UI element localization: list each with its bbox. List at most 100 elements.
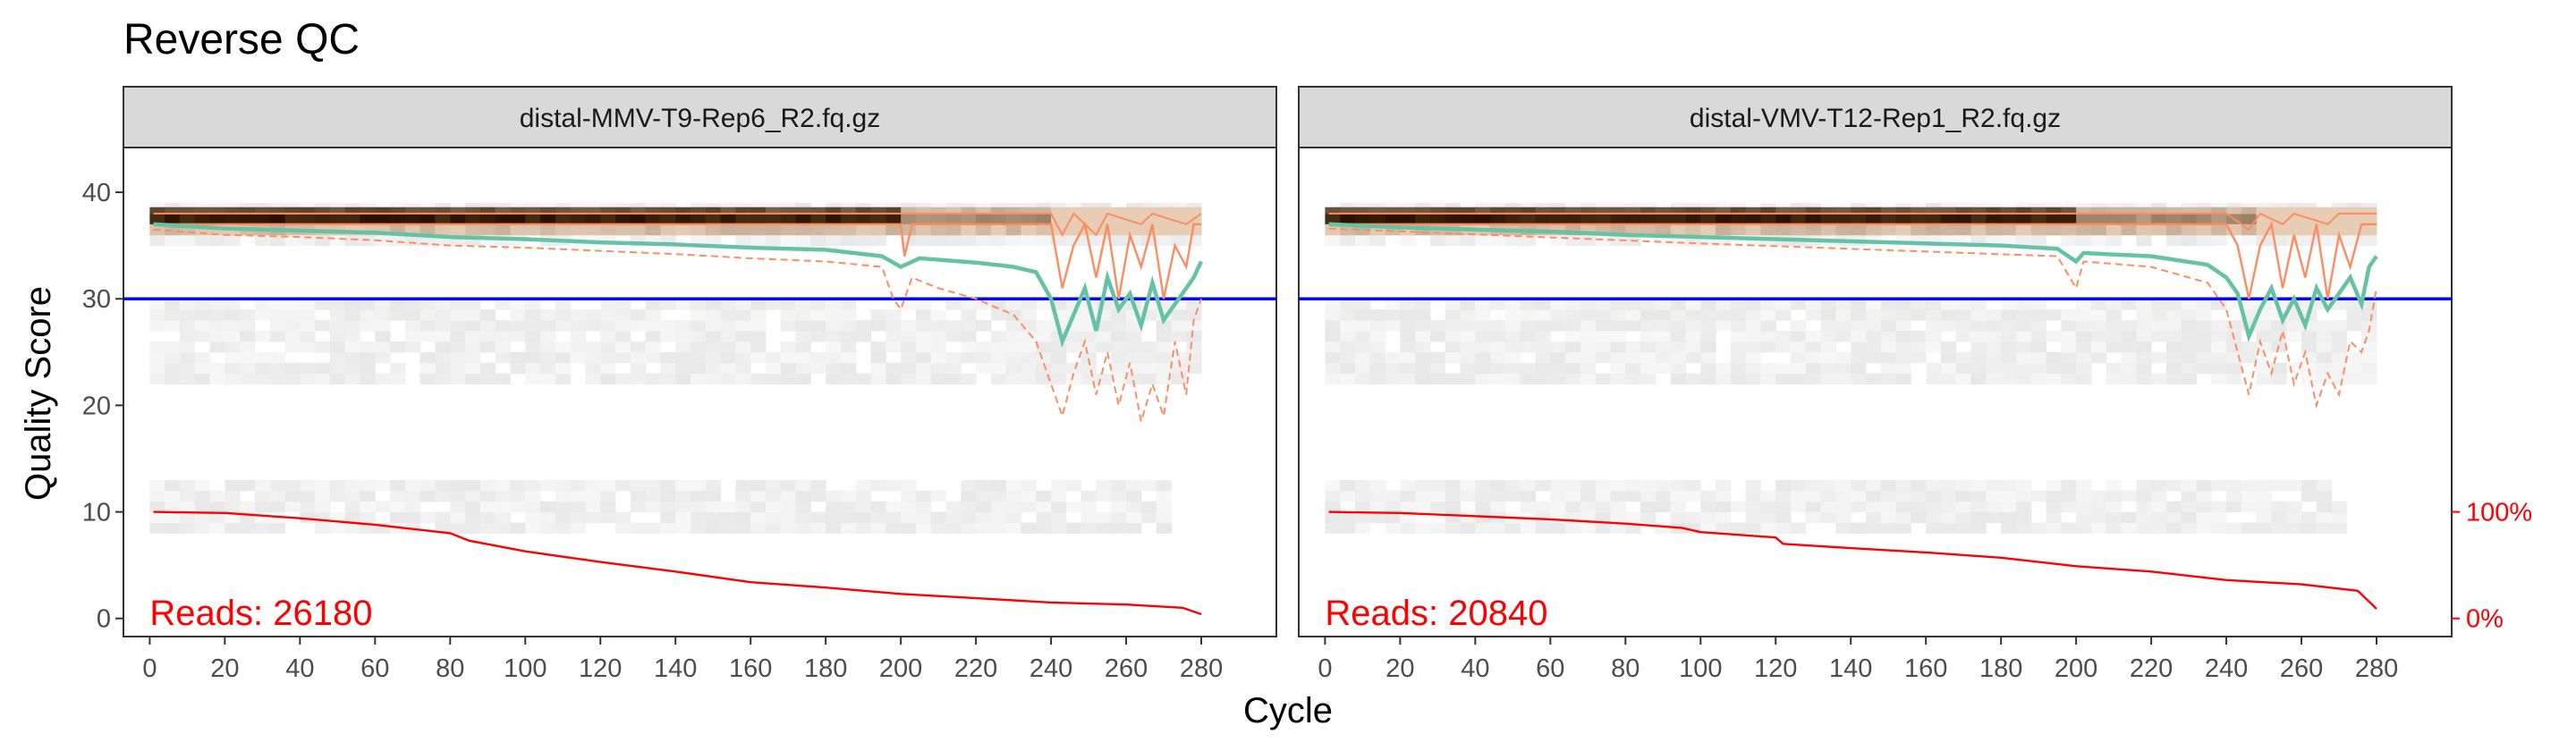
heatmap-tile: [1880, 511, 1897, 523]
heatmap-tile: [194, 362, 211, 375]
heatmap-tile: [1805, 490, 1822, 502]
heatmap-tile: [2015, 501, 2032, 513]
heatmap-tile: [1580, 479, 1597, 492]
heatmap-tile: [1354, 213, 1371, 225]
heatmap-tile: [300, 479, 316, 492]
heatmap-tile: [826, 309, 842, 321]
heatmap-tile: [901, 207, 917, 215]
heatmap-tile: [705, 299, 722, 310]
heatmap-tile: [165, 234, 181, 247]
heatmap-tile: [630, 213, 647, 225]
heatmap-tile: [2271, 362, 2287, 375]
heatmap-tile: [1716, 479, 1732, 492]
heatmap-tile: [2030, 362, 2047, 375]
heatmap-tile: [1400, 490, 1416, 502]
heatmap-tile: [1640, 330, 1657, 342]
heatmap-tile: [1490, 320, 1506, 332]
heatmap-tile: [465, 501, 481, 513]
heatmap-tile: [1851, 299, 1867, 310]
heatmap-tile: [615, 373, 631, 385]
heatmap-tile: [315, 490, 331, 502]
heatmap-tile: [525, 207, 541, 215]
y-tick-label: 30: [82, 285, 111, 314]
heatmap-tile: [1096, 479, 1112, 492]
heatmap-tile: [1096, 207, 1112, 215]
x-axis-title: Cycle: [1243, 691, 1333, 730]
heatmap-tile: [1851, 224, 1867, 236]
median-line: [153, 221, 1201, 300]
heatmap-tile: [2165, 511, 2182, 523]
heatmap-tile: [1171, 213, 1187, 225]
heatmap-tile: [1475, 320, 1491, 332]
heatmap-tile: [1080, 522, 1097, 534]
heatmap-tile: [1970, 351, 1987, 364]
heatmap-tile: [750, 341, 767, 353]
heatmap-tile: [780, 362, 797, 375]
heatmap-tile: [961, 341, 977, 353]
heatmap-tile: [344, 490, 361, 502]
heatmap-tile: [840, 522, 857, 534]
heatmap-tile: [1670, 224, 1686, 236]
heatmap-tile: [675, 511, 691, 523]
heatmap-tile: [945, 373, 962, 385]
heatmap-tile: [1760, 330, 1776, 342]
heatmap-tile: [194, 320, 211, 332]
heatmap-tile: [1445, 490, 1462, 502]
heatmap-tile: [1565, 351, 1581, 364]
heatmap-tile: [1760, 213, 1776, 225]
heatmap-tile: [1400, 234, 1416, 247]
heatmap-tile: [945, 213, 962, 225]
heatmap-tile: [1400, 320, 1416, 332]
heatmap-tile: [2271, 213, 2287, 225]
heatmap-tile: [1156, 362, 1172, 375]
heatmap-tile: [1730, 351, 1747, 364]
heatmap-tile: [1610, 351, 1626, 364]
heatmap-tile: [2090, 522, 2107, 534]
heatmap-tile: [826, 234, 842, 247]
heatmap-tile: [1550, 299, 1566, 310]
heatmap-tile: [2090, 351, 2107, 364]
heatmap-tile: [2076, 234, 2092, 247]
heatmap-tile: [750, 373, 767, 385]
heatmap-tile: [1775, 362, 1792, 375]
heatmap-tile: [765, 234, 782, 247]
heatmap-tile: [961, 320, 977, 332]
heatmap-tile: [2211, 330, 2227, 342]
heatmap-tile: [2226, 341, 2242, 353]
heatmap-tile: [840, 234, 857, 247]
heatmap-tile: [284, 299, 301, 310]
heatmap-tile: [2346, 234, 2362, 247]
heatmap-tile: [525, 373, 541, 385]
heatmap-tile: [735, 213, 751, 225]
heatmap-tile: [1325, 234, 1341, 247]
heatmap-tile: [1895, 490, 1911, 502]
heatmap-tile: [179, 351, 196, 364]
heatmap-tile: [1550, 511, 1566, 523]
secondary-tick-label: 100%: [2466, 499, 2532, 527]
heatmap-tile: [2136, 234, 2152, 247]
heatmap-tile: [225, 351, 241, 364]
heatmap-tile: [2331, 330, 2347, 342]
heatmap-tile: [329, 309, 346, 321]
heatmap-tile: [705, 479, 722, 492]
heatmap-tile: [1986, 373, 2002, 385]
heatmap-tile: [1111, 224, 1127, 236]
heatmap-tile: [149, 362, 165, 375]
heatmap-tile: [240, 373, 256, 385]
heatmap-tile: [1625, 351, 1641, 364]
heatmap-tile: [855, 490, 872, 502]
heatmap-tile: [1520, 299, 1537, 310]
heatmap-tile: [1835, 362, 1852, 375]
heatmap-tile: [2001, 362, 2017, 375]
x-tick-label: 60: [360, 654, 389, 683]
heatmap-tile: [795, 362, 811, 375]
heatmap-tile: [360, 320, 376, 332]
heatmap-tile: [1126, 320, 1142, 332]
heatmap-tile: [826, 501, 842, 513]
heatmap-tile: [1580, 207, 1597, 215]
heatmap-tile: [555, 511, 572, 523]
heatmap-tile: [1610, 511, 1626, 523]
heatmap-tile: [2241, 490, 2258, 502]
heatmap-tile: [1791, 522, 1807, 534]
heatmap-tile: [780, 479, 797, 492]
